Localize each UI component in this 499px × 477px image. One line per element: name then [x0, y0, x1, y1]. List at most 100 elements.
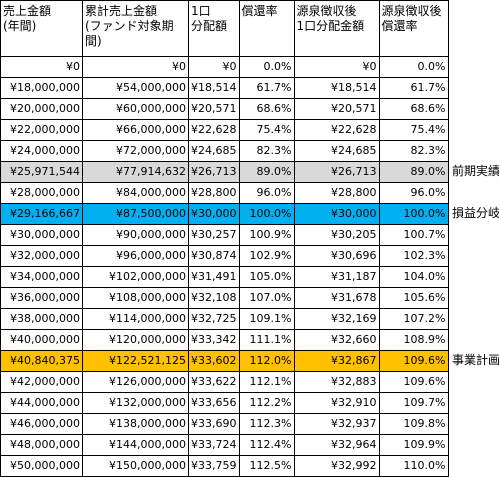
distribution-cell: ¥33,602: [188, 350, 240, 372]
after-tax-redemption-rate-cell: 105.6%: [378, 287, 449, 309]
after-tax-redemption-rate-cell: 109.6%: [378, 350, 449, 372]
annual-sales-cell: ¥34,000,000: [0, 266, 83, 288]
distribution-cell: ¥33,656: [188, 392, 240, 414]
row-note-label: 前期実績: [452, 164, 499, 178]
table-row: ¥46,000,000 ¥138,000,000 ¥33,690 112.3% ¥32,…: [0, 413, 449, 435]
redemption-rate-cell: 102.9%: [238, 245, 295, 267]
redemption-rate-cell: 112.4%: [238, 434, 295, 456]
header-row: 売上金額 (年間) 累計売上金額 (ファンド対象期間) 1口 分配額 償還率 源…: [0, 0, 449, 57]
table-body: ¥0 ¥0 ¥0 0.0% ¥0 0.0% ¥18,000,000 ¥54,000,000 ¥1…: [0, 56, 449, 477]
distribution-cell: ¥20,571: [188, 98, 240, 120]
distribution-cell: ¥33,690: [188, 413, 240, 435]
distribution-cell: ¥26,713: [188, 161, 240, 183]
after-tax-distribution-cell: ¥32,169: [293, 308, 380, 330]
redemption-rate-cell: 112.5%: [238, 455, 295, 477]
after-tax-distribution-cell: ¥32,910: [293, 392, 380, 414]
annual-sales-cell: ¥48,000,000: [0, 434, 83, 456]
distribution-cell: ¥33,622: [188, 371, 240, 393]
distribution-cell: ¥30,257: [188, 224, 240, 246]
after-tax-redemption-rate-cell: 0.0%: [378, 56, 449, 78]
annual-sales-cell: ¥0: [0, 56, 83, 78]
distribution-cell: ¥30,000: [188, 203, 240, 225]
cumulative-sales-cell: ¥126,000,000: [82, 371, 189, 393]
header-after-tax-redemption-rate: 源泉徴収後 償還率: [378, 0, 449, 57]
table-row: ¥22,000,000 ¥66,000,000 ¥22,628 75.4% ¥22,62…: [0, 119, 449, 141]
table-row: ¥24,000,000 ¥72,000,000 ¥24,685 82.3% ¥24,68…: [0, 140, 449, 162]
distribution-cell: ¥18,514: [188, 77, 240, 99]
after-tax-distribution-cell: ¥31,187: [293, 266, 380, 288]
after-tax-distribution-cell: ¥32,867: [293, 350, 380, 372]
cumulative-sales-cell: ¥87,500,000: [82, 203, 189, 225]
annual-sales-cell: ¥32,000,000: [0, 245, 83, 267]
table-row: ¥36,000,000 ¥108,000,000 ¥32,108 107.0% ¥31,…: [0, 287, 449, 309]
table-row: ¥42,000,000 ¥126,000,000 ¥33,622 112.1% ¥32,…: [0, 371, 449, 393]
cumulative-sales-cell: ¥60,000,000: [82, 98, 189, 120]
after-tax-redemption-rate-cell: 89.0%: [378, 161, 449, 183]
redemption-rate-cell: 112.2%: [238, 392, 295, 414]
after-tax-distribution-cell: ¥30,000: [293, 203, 380, 225]
distribution-cell: ¥33,342: [188, 329, 240, 351]
annual-sales-cell: ¥25,971,544: [0, 161, 83, 183]
after-tax-redemption-rate-cell: 102.3%: [378, 245, 449, 267]
annual-sales-cell: ¥42,000,000: [0, 371, 83, 393]
after-tax-distribution-cell: ¥32,992: [293, 455, 380, 477]
table-row: ¥30,000,000 ¥90,000,000 ¥30,257 100.9% ¥30,2…: [0, 224, 449, 246]
table-row: ¥32,000,000 ¥96,000,000 ¥30,874 102.9% ¥30,6…: [0, 245, 449, 267]
annual-sales-cell: ¥38,000,000: [0, 308, 83, 330]
annual-sales-cell: ¥46,000,000: [0, 413, 83, 435]
distribution-cell: ¥31,491: [188, 266, 240, 288]
after-tax-redemption-rate-cell: 107.2%: [378, 308, 449, 330]
after-tax-redemption-rate-cell: 68.6%: [378, 98, 449, 120]
table-row: ¥38,000,000 ¥114,000,000 ¥32,725 109.1% ¥32,…: [0, 308, 449, 330]
table-row: ¥34,000,000 ¥102,000,000 ¥31,491 105.0% ¥31,…: [0, 266, 449, 288]
table-row: ¥50,000,000 ¥150,000,000 ¥33,759 112.5% ¥32,…: [0, 455, 449, 477]
cumulative-sales-cell: ¥132,000,000: [82, 392, 189, 414]
after-tax-distribution-cell: ¥22,628: [293, 119, 380, 141]
header-redemption-rate: 償還率: [238, 0, 295, 57]
cumulative-sales-cell: ¥138,000,000: [82, 413, 189, 435]
header-annual-sales: 売上金額 (年間): [0, 0, 83, 57]
after-tax-redemption-rate-cell: 109.8%: [378, 413, 449, 435]
cumulative-sales-cell: ¥122,521,125: [82, 350, 189, 372]
table-row: ¥44,000,000 ¥132,000,000 ¥33,656 112.2% ¥32,…: [0, 392, 449, 414]
redemption-rate-cell: 112.0%: [238, 350, 295, 372]
after-tax-distribution-cell: ¥24,685: [293, 140, 380, 162]
after-tax-distribution-cell: ¥20,571: [293, 98, 380, 120]
table-row: ¥48,000,000 ¥144,000,000 ¥33,724 112.4% ¥32,…: [0, 434, 449, 456]
annual-sales-cell: ¥36,000,000: [0, 287, 83, 309]
distribution-cell: ¥24,685: [188, 140, 240, 162]
annual-sales-cell: ¥30,000,000: [0, 224, 83, 246]
after-tax-distribution-cell: ¥32,660: [293, 329, 380, 351]
after-tax-distribution-cell: ¥18,514: [293, 77, 380, 99]
redemption-rate-cell: 111.1%: [238, 329, 295, 351]
redemption-rate-cell: 89.0%: [238, 161, 295, 183]
annual-sales-cell: ¥40,840,375: [0, 350, 83, 372]
cumulative-sales-cell: ¥72,000,000: [82, 140, 189, 162]
cumulative-sales-cell: ¥108,000,000: [82, 287, 189, 309]
after-tax-distribution-cell: ¥30,205: [293, 224, 380, 246]
cumulative-sales-cell: ¥54,000,000: [82, 77, 189, 99]
redemption-rate-cell: 100.9%: [238, 224, 295, 246]
row-note-label: 事業計画: [452, 353, 499, 367]
table-row: ¥0 ¥0 ¥0 0.0% ¥0 0.0%: [0, 56, 449, 78]
cumulative-sales-cell: ¥102,000,000: [82, 266, 189, 288]
after-tax-redemption-rate-cell: 61.7%: [378, 77, 449, 99]
after-tax-redemption-rate-cell: 75.4%: [378, 119, 449, 141]
cumulative-sales-cell: ¥150,000,000: [82, 455, 189, 477]
annual-sales-cell: ¥50,000,000: [0, 455, 83, 477]
annual-sales-cell: ¥40,000,000: [0, 329, 83, 351]
annual-sales-cell: ¥44,000,000: [0, 392, 83, 414]
redemption-rate-cell: 75.4%: [238, 119, 295, 141]
table-row: ¥18,000,000 ¥54,000,000 ¥18,514 61.7% ¥18,51…: [0, 77, 449, 99]
row-note-label: 損益分岐: [452, 206, 499, 220]
table-row: ¥29,166,667 ¥87,500,000 ¥30,000 100.0% ¥30,0…: [0, 203, 449, 225]
annual-sales-cell: ¥18,000,000: [0, 77, 83, 99]
after-tax-distribution-cell: ¥0: [293, 56, 380, 78]
table-row: ¥25,971,544 ¥77,914,632 ¥26,713 89.0% ¥26,71…: [0, 161, 449, 183]
redemption-rate-cell: 105.0%: [238, 266, 295, 288]
redemption-rate-cell: 100.0%: [238, 203, 295, 225]
after-tax-redemption-rate-cell: 100.7%: [378, 224, 449, 246]
redemption-rate-cell: 68.6%: [238, 98, 295, 120]
after-tax-distribution-cell: ¥28,800: [293, 182, 380, 204]
after-tax-distribution-cell: ¥31,678: [293, 287, 380, 309]
